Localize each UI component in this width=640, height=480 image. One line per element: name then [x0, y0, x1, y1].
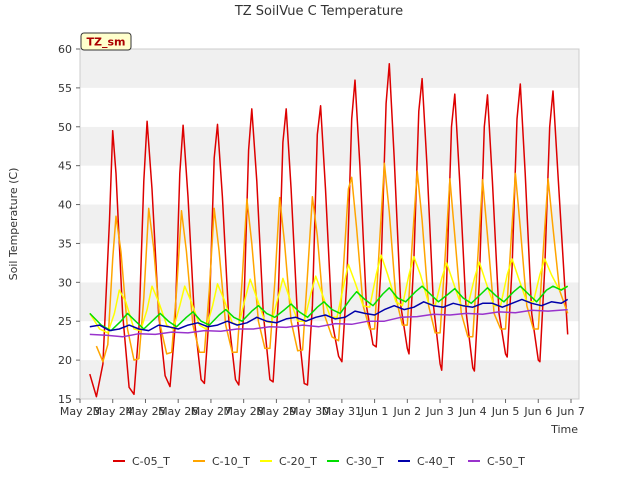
y-axis-label: Soil Temperature (C) — [7, 168, 20, 281]
series-lines — [89, 63, 569, 398]
y-tick-label: 25 — [58, 315, 72, 328]
grid-band — [80, 165, 579, 205]
site-tag: TZ_sm — [80, 32, 132, 51]
plot-frame — [79, 48, 580, 400]
x-tick-label: Jun 6 — [523, 405, 552, 418]
x-tick-label: May 30 — [289, 405, 329, 418]
y-tick-label: 45 — [58, 160, 72, 173]
chart-title: TZ SoilVue C Temperature — [234, 4, 403, 19]
x-tick-label: May 25 — [125, 405, 165, 418]
grid-band — [80, 87, 579, 127]
grid-band — [80, 49, 579, 88]
grid-band — [80, 360, 579, 399]
x-tick-label: Jun 4 — [458, 405, 487, 418]
legend: C-05_T C-10_T C-20_T C-30_T C-40_T C-50_T — [113, 455, 525, 468]
y-tick-label: 20 — [58, 354, 72, 367]
series-line-c-05-t — [89, 63, 569, 398]
y-tick-label: 15 — [58, 393, 72, 406]
x-tick-label: May 23 — [60, 405, 100, 418]
site-tag-box — [80, 32, 132, 51]
grid-band — [80, 126, 579, 166]
x-axis-label: Time — [550, 423, 578, 436]
legend-label: C-40_T — [417, 455, 455, 468]
y-tick-label: 30 — [58, 276, 72, 289]
series-line-c-50-t — [89, 308, 568, 338]
x-tick-label: Jun 1 — [360, 405, 389, 418]
y-tick-label: 55 — [58, 82, 72, 95]
site-tag-label: TZ_sm — [87, 36, 126, 49]
y-axis-ticks: 15 20 25 30 35 40 45 50 55 60 — [58, 43, 80, 406]
legend-label: C-05_T — [132, 455, 170, 468]
y-tick-label: 40 — [58, 199, 72, 212]
y-tick-label: 60 — [58, 43, 72, 56]
series-line-c-30-t — [89, 285, 569, 332]
legend-label: C-30_T — [346, 455, 384, 468]
y-tick-label: 50 — [58, 121, 72, 134]
x-tick-label: May 24 — [93, 405, 133, 418]
y-tick-label: 35 — [58, 237, 72, 250]
series-line-c-40-t — [89, 298, 569, 332]
x-tick-label: May 29 — [256, 405, 296, 418]
x-tick-label: May 28 — [224, 405, 264, 418]
legend-label: C-10_T — [212, 455, 250, 468]
x-tick-label: May 27 — [191, 405, 231, 418]
x-tick-label: Jun 5 — [491, 405, 520, 418]
legend-label: C-50_T — [487, 455, 525, 468]
x-tick-label: May 31 — [322, 405, 362, 418]
x-tick-label: May 26 — [158, 405, 198, 418]
x-tick-label: Jun 2 — [392, 405, 421, 418]
legend-label: C-20_T — [279, 455, 317, 468]
x-tick-label: Jun 3 — [425, 405, 454, 418]
x-tick-label: Jun 7 — [556, 405, 585, 418]
